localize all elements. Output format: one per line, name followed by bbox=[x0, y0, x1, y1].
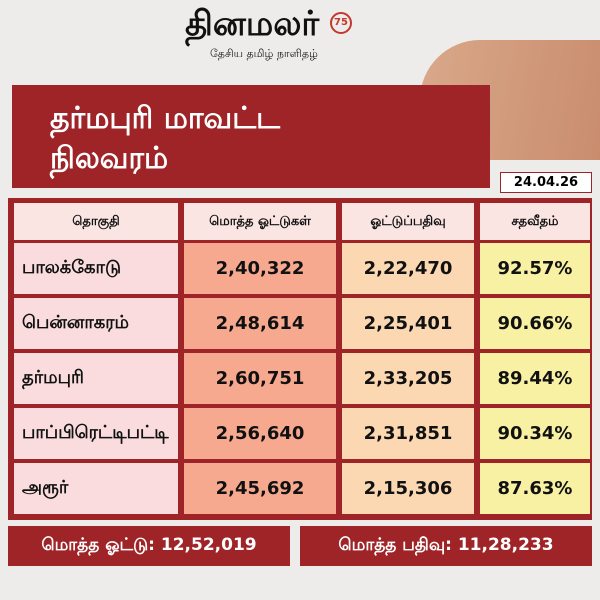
column-header: சதவீதம் bbox=[480, 203, 590, 240]
footer-box: மொத்த பதிவு: 11,28,233 bbox=[300, 526, 592, 566]
value-cell: 2,31,851 bbox=[342, 408, 474, 459]
name-cell: தர்மபுரி bbox=[14, 353, 178, 404]
value-cell: 2,25,401 bbox=[342, 298, 474, 349]
name-cell: பென்னாகரம் bbox=[14, 298, 178, 349]
name-cell: பாலக்கோடு bbox=[14, 243, 178, 294]
title-line: நிலவரம் bbox=[50, 141, 169, 176]
column-header: தொகுதி bbox=[14, 203, 178, 240]
value-cell: 90.34% bbox=[480, 408, 590, 459]
value-cell: 87.63% bbox=[480, 463, 590, 514]
name-cell: அரூர் bbox=[14, 463, 178, 514]
tagline: தேசிய தமிழ் நாளிதழ் bbox=[210, 47, 318, 60]
value-cell: 2,33,205 bbox=[342, 353, 474, 404]
value-cell: 2,45,692 bbox=[184, 463, 336, 514]
title-box: தர்மபுரி மாவட்ட நிலவரம் bbox=[12, 85, 490, 188]
column-header: ஓட்டுப்பதிவு bbox=[342, 203, 474, 240]
value-cell: 2,60,751 bbox=[184, 353, 336, 404]
value-cell: 2,22,470 bbox=[342, 243, 474, 294]
value-cell: 2,15,306 bbox=[342, 463, 474, 514]
date: 24.04.26 bbox=[500, 172, 592, 193]
table: தொகுதி மொத்த ஓட்டுகள் ஓட்டுப்பதிவு சதவீதம் ப… bbox=[8, 198, 592, 520]
value-cell: 90.66% bbox=[480, 298, 590, 349]
value-cell: 92.57% bbox=[480, 243, 590, 294]
footer-box: மொத்த ஓட்டு: 12,52,019 bbox=[8, 526, 290, 566]
value-cell: 89.44% bbox=[480, 353, 590, 404]
value-cell: 2,40,322 bbox=[184, 243, 336, 294]
value-cell: 2,56,640 bbox=[184, 408, 336, 459]
badge: 75 bbox=[330, 12, 352, 34]
column-header: மொத்த ஓட்டுகள் bbox=[184, 203, 336, 240]
logo: தினமலர் bbox=[185, 4, 320, 44]
value-cell: 2,48,614 bbox=[184, 298, 336, 349]
name-cell: பாப்பிரெட்டிபட்டி bbox=[14, 408, 178, 459]
title-line: தர்மபுரி மாவட்ட bbox=[50, 101, 280, 136]
